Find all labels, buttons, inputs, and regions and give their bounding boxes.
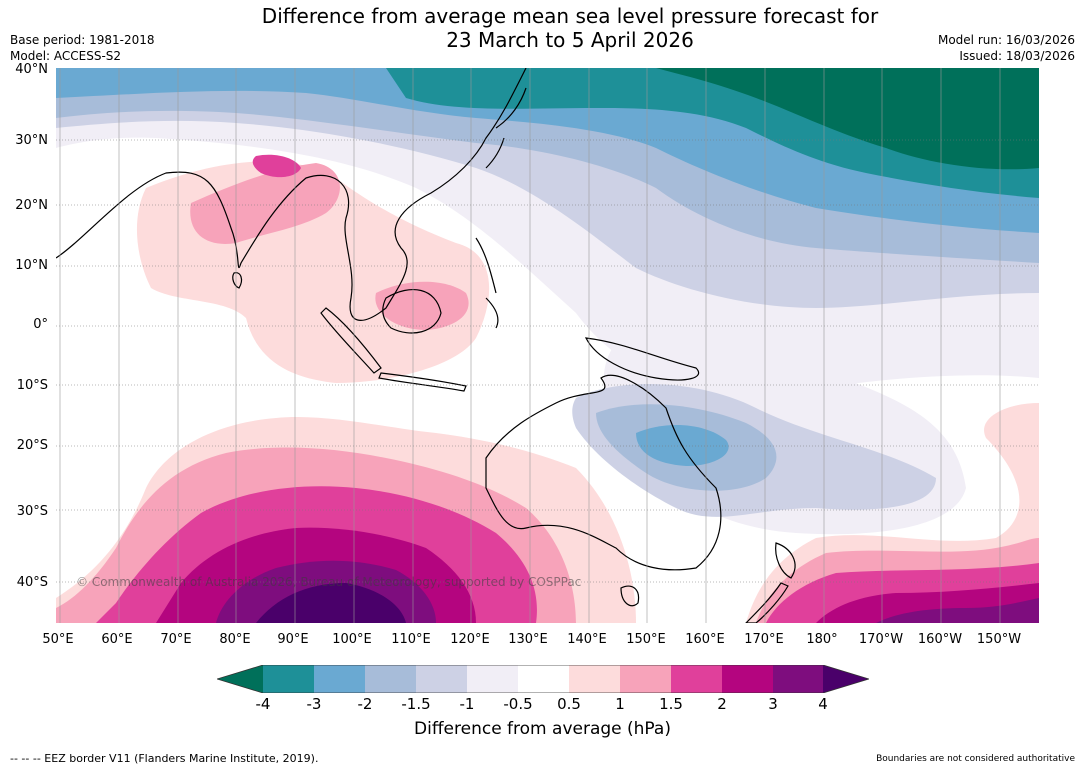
lon-label-160w: 160°W: [917, 632, 963, 647]
lon-label-70e: 70°E: [160, 632, 192, 647]
colorbar-bin-6: [518, 665, 569, 693]
lon-label-80e: 80°E: [219, 632, 251, 647]
lon-label-170e: 170°E: [744, 632, 784, 647]
lon-label-150e: 150°E: [626, 632, 666, 647]
lon-label-180: 180°: [806, 632, 838, 647]
lat-label-20n: 20°N: [15, 198, 48, 213]
field-pos-asia-15: [252, 154, 301, 178]
lon-label-120e: 120°E: [450, 632, 490, 647]
coast-new-zealand-south: [745, 582, 789, 623]
colorbar-bin-10: [722, 665, 773, 693]
lat-label-30s: 30°S: [16, 504, 48, 519]
meta-left: Base period: 1981-2018 Model: ACCESS-S2: [10, 32, 155, 64]
colorbar-tick-6: -0.5: [503, 695, 533, 713]
colorbar-tick-11: 3: [768, 695, 778, 713]
colorbar-bin-3: [365, 665, 416, 693]
coast-tasmania: [620, 585, 640, 607]
lat-label-0: 0°: [33, 317, 48, 332]
coast-java: [378, 372, 467, 392]
issued-date: Issued: 18/03/2026: [959, 49, 1075, 63]
field-pos-asia-1b: [375, 281, 469, 330]
colorbar-tick-8: 1: [615, 695, 625, 713]
anomaly-fields: [56, 68, 1039, 623]
lat-label-20s: 20°S: [16, 438, 48, 453]
colorbar-extend-min: [217, 665, 263, 693]
lon-label-110e: 110°E: [391, 632, 431, 647]
coast-sumatra: [320, 307, 382, 374]
colorbar-bin-11: [773, 665, 823, 693]
coast-japan: [485, 87, 527, 169]
lat-label-40n: 40°N: [15, 62, 48, 77]
colorbar-tick-4: -1.5: [401, 695, 431, 713]
title-line-2: 23 March to 5 April 2026: [446, 28, 694, 52]
coast-new-guinea: [584, 337, 700, 381]
field-tas-3: [876, 598, 1039, 623]
base-period: Base period: 1981-2018: [10, 33, 155, 47]
copyright-notice: © Commonwealth of Australia 2026, Bureau…: [76, 575, 582, 589]
colorbar-title: Difference from average (hPa): [414, 719, 671, 739]
map-svg: [56, 68, 1039, 623]
colorbar-bin-8: [620, 665, 671, 693]
colorbar-tick-7: 0.5: [557, 695, 581, 713]
coast-sri-lanka: [232, 272, 243, 289]
graticule: [56, 139, 1039, 583]
colorbar-tick-2: -3: [306, 695, 322, 713]
model-name: Model: ACCESS-S2: [10, 49, 122, 63]
colorbar-tick-3: -2: [357, 695, 373, 713]
colorbar-bin-7: [569, 665, 620, 693]
lon-label-130e: 130°E: [508, 632, 548, 647]
eez-border-note: -- -- -- EEZ border V11 (Flanders Marine…: [10, 752, 319, 765]
boundaries-disclaimer: Boundaries are not considered authoritat…: [876, 754, 1075, 764]
colorbar-bin-5: [467, 665, 518, 693]
colorbar-bin-2: [314, 665, 365, 693]
field-neg-4: [656, 68, 1039, 170]
coast-borneo: [382, 289, 442, 334]
coast-new-zealand-north: [775, 542, 796, 579]
map-panel[interactable]: [56, 68, 1039, 623]
colorbar-tick-9: 1.5: [659, 695, 683, 713]
lon-label-170w: 170°W: [858, 632, 904, 647]
meta-right: Model run: 16/03/2026 Issued: 18/03/2026: [938, 32, 1075, 64]
lon-label-50e: 50°E: [42, 632, 74, 647]
lon-label-150w: 150°W: [976, 632, 1022, 647]
lon-label-140e: 140°E: [567, 632, 607, 647]
lon-label-90e: 90°E: [277, 632, 309, 647]
coastlines: [56, 68, 796, 623]
lat-label-10s: 10°S: [16, 378, 48, 393]
colorbar-tick-1: -4: [255, 695, 271, 713]
colorbar-bin-4: [416, 665, 467, 693]
colorbar-extend-max: [823, 665, 869, 693]
model-run: Model run: 16/03/2026: [937, 33, 1075, 47]
field-pos-asia-1: [190, 163, 340, 244]
colorbar-tick-10: 2: [717, 695, 727, 713]
coast-asia: [56, 68, 527, 321]
meridians: [59, 68, 1001, 623]
chart-title: Difference from average mean sea level p…: [200, 4, 940, 52]
colorbar-tick-5: -1: [459, 695, 475, 713]
lon-label-160e: 160°E: [685, 632, 725, 647]
field-sio-4: [256, 583, 406, 623]
lon-label-100e: 100°E: [332, 632, 372, 647]
lon-label-60e: 60°E: [101, 632, 133, 647]
lat-label-10n: 10°N: [15, 258, 48, 273]
title-line-1: Difference from average mean sea level p…: [261, 4, 879, 28]
colorbar-tick-12: 4: [818, 695, 828, 713]
coast-australia: [485, 374, 722, 571]
colorbar-bin-9: [671, 665, 722, 693]
coast-philippines: [475, 237, 499, 329]
lat-label-40s: 40°S: [16, 575, 48, 590]
lat-label-30n: 30°N: [15, 133, 48, 148]
colorbar: [217, 665, 869, 693]
colorbar-bin-1: [263, 665, 314, 693]
